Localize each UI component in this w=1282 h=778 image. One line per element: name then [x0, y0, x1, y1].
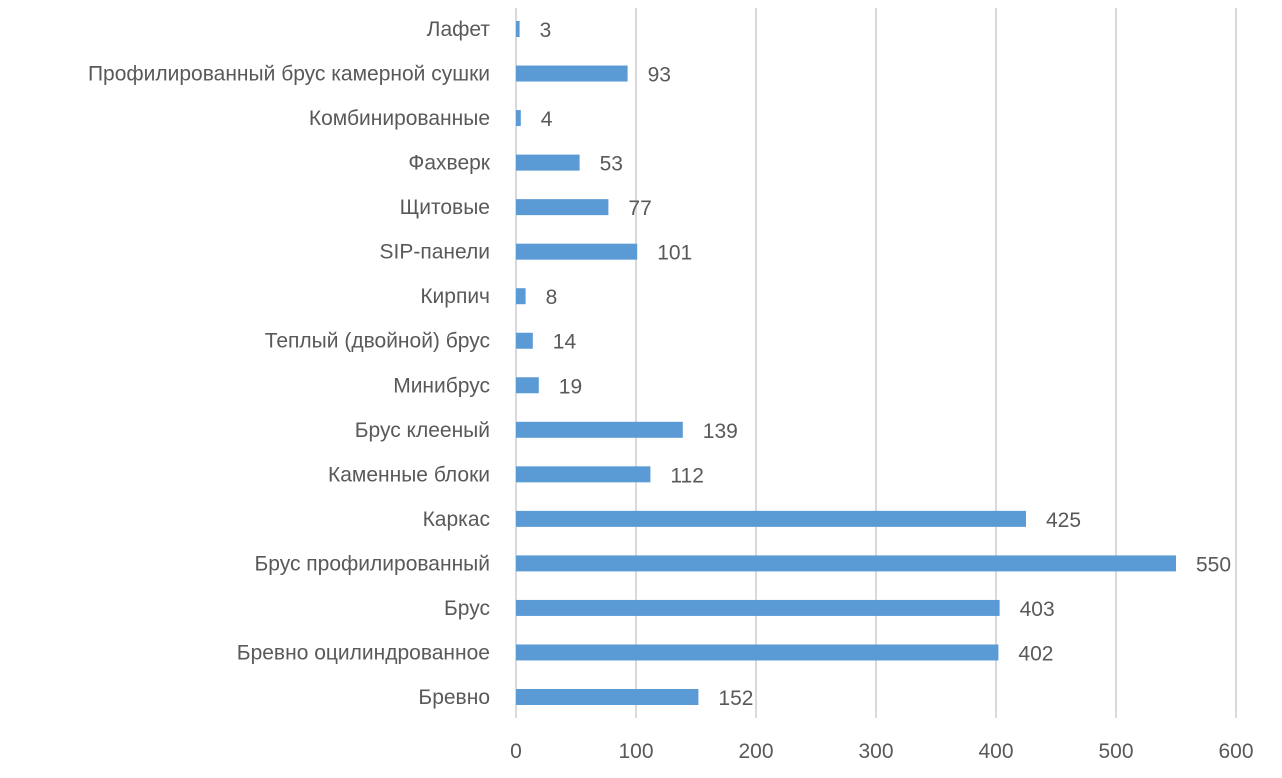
bar [516, 555, 1176, 572]
data-label: 402 [1018, 642, 1053, 665]
x-tick-label: 500 [1098, 740, 1133, 763]
category-label: Профилированный брус камерной сушки [88, 63, 490, 86]
category-label: Брус клееный [355, 419, 490, 442]
data-label: 93 [648, 64, 671, 87]
category-label: Щитовые [400, 196, 490, 219]
bar [516, 288, 526, 305]
bar [516, 377, 539, 394]
data-label: 3 [540, 19, 552, 42]
bar [516, 689, 699, 705]
category-label: Кирпич [420, 285, 490, 308]
x-tick-label: 100 [618, 740, 653, 763]
data-label: 8 [546, 286, 558, 309]
category-label: Лафет [427, 18, 491, 41]
bar [516, 21, 520, 37]
x-tick-label: 0 [510, 740, 522, 763]
bar [516, 510, 1026, 527]
bar [516, 421, 683, 438]
data-label: 152 [718, 687, 753, 710]
bars [516, 21, 1176, 705]
data-label: 112 [670, 464, 703, 487]
category-label: Брус [444, 597, 490, 620]
data-label: 77 [628, 197, 651, 220]
data-label: 19 [559, 375, 582, 398]
data-label: 403 [1020, 598, 1055, 621]
x-tick-labels: 0 100 200 300 400 500 600 [510, 740, 1253, 763]
category-label: Брус профилированный [254, 552, 490, 575]
category-label: Каркас [423, 508, 490, 531]
x-tick-label: 300 [858, 740, 893, 763]
bar [516, 332, 533, 349]
gridlines [515, 8, 1237, 718]
category-labels: Лафет Профилированный брус камерной сушки… [88, 18, 491, 709]
data-label: 139 [703, 420, 738, 443]
bar [516, 65, 628, 82]
data-label: 53 [600, 153, 623, 176]
category-label: Минибрус [393, 374, 490, 397]
category-label: Бревно [418, 686, 490, 709]
category-label: Фахверк [408, 152, 490, 175]
data-label: 14 [553, 331, 577, 354]
bar [516, 644, 999, 661]
bar [516, 110, 521, 127]
category-label: Теплый (двойной) брус [265, 330, 490, 353]
bar [516, 154, 580, 171]
bar [516, 243, 638, 260]
bar [516, 199, 609, 216]
x-tick-label: 400 [978, 740, 1013, 763]
category-label: Бревно оцилиндрованное [237, 641, 490, 664]
bar [516, 599, 1000, 616]
category-label: SIP-панели [380, 241, 490, 264]
x-tick-label: 200 [738, 740, 773, 763]
category-label: Комбинированные [309, 107, 490, 130]
data-label: 550 [1196, 553, 1231, 576]
x-tick-label: 600 [1218, 740, 1253, 763]
bar [516, 466, 651, 483]
data-label: 101 [657, 242, 692, 265]
category-label: Каменные блоки [328, 463, 490, 486]
data-label: 4 [541, 108, 553, 131]
data-label: 425 [1046, 509, 1081, 532]
